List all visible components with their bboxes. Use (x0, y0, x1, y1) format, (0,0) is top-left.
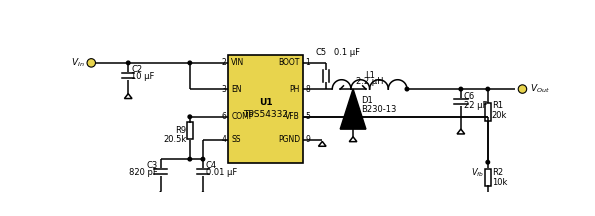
Text: 10k: 10k (491, 178, 507, 187)
Text: 2.2 μH: 2.2 μH (356, 77, 383, 86)
Circle shape (486, 160, 490, 164)
Text: EN: EN (231, 84, 242, 94)
Text: VFB: VFB (285, 112, 300, 121)
Text: L1: L1 (365, 71, 375, 80)
Text: $V_{Out}$: $V_{Out}$ (530, 83, 550, 95)
Circle shape (518, 85, 527, 93)
Circle shape (87, 59, 95, 67)
Text: C3: C3 (146, 161, 158, 170)
Text: 1: 1 (305, 58, 310, 67)
Text: 820 pF: 820 pF (129, 168, 158, 178)
Circle shape (127, 61, 130, 65)
Text: TPS54332: TPS54332 (243, 110, 288, 119)
Text: SS: SS (231, 135, 241, 144)
Text: R1: R1 (491, 102, 503, 111)
Text: 22 μF: 22 μF (464, 102, 487, 111)
Text: 6: 6 (221, 112, 226, 121)
Bar (485, 103, 490, 121)
Text: C4: C4 (206, 161, 217, 170)
Text: C2: C2 (131, 65, 142, 73)
Text: C5: C5 (316, 48, 327, 57)
Text: 5: 5 (305, 112, 310, 121)
Text: VIN: VIN (231, 58, 245, 67)
Text: PH: PH (290, 84, 300, 94)
Text: R9: R9 (176, 126, 187, 135)
Text: $V_{In}$: $V_{In}$ (71, 57, 85, 69)
Text: 10 μF: 10 μF (131, 72, 155, 81)
Text: B230-13: B230-13 (361, 105, 396, 114)
Text: 4: 4 (221, 135, 226, 144)
Text: BOOT: BOOT (278, 58, 300, 67)
Text: 8: 8 (305, 84, 310, 94)
Circle shape (188, 115, 192, 119)
Text: 0.1 μF: 0.1 μF (334, 48, 360, 57)
Text: 20.5k: 20.5k (164, 135, 187, 144)
Polygon shape (340, 89, 366, 129)
Circle shape (405, 87, 409, 91)
Text: D1: D1 (361, 96, 372, 105)
Text: 20k: 20k (491, 111, 507, 120)
Text: 9: 9 (305, 135, 310, 144)
Text: 2: 2 (221, 58, 226, 67)
Text: $V_{fb}$: $V_{fb}$ (471, 167, 485, 179)
Text: C6: C6 (464, 92, 475, 101)
Circle shape (188, 61, 192, 65)
Text: 0.01 μF: 0.01 μF (206, 168, 237, 178)
Bar (228, 55, 303, 163)
Circle shape (201, 157, 205, 161)
Text: U1: U1 (259, 98, 273, 107)
Text: R2: R2 (491, 168, 503, 178)
Circle shape (459, 87, 463, 91)
Bar (187, 122, 193, 139)
Circle shape (188, 157, 192, 161)
Circle shape (486, 87, 490, 91)
Text: 3: 3 (221, 84, 226, 94)
Text: COMP: COMP (231, 112, 254, 121)
Text: PGND: PGND (278, 135, 300, 144)
Bar (485, 169, 490, 186)
